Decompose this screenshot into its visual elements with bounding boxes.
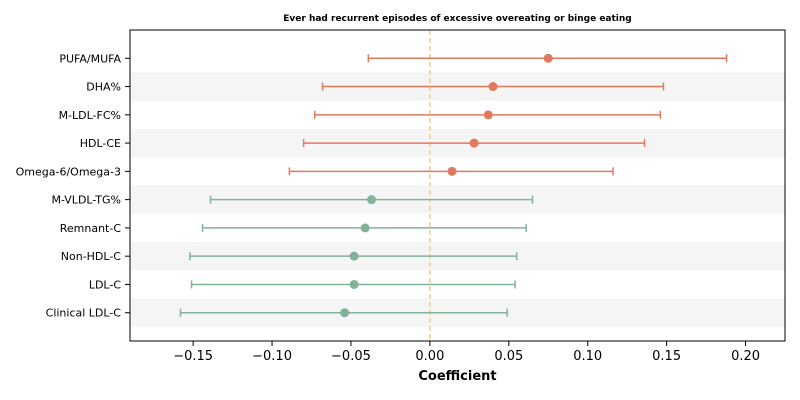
- point-estimate: [488, 82, 498, 92]
- category-label: M-VLDL-TG%: [51, 194, 121, 207]
- x-tick-label: −0.10: [252, 349, 292, 364]
- point-estimate: [360, 223, 370, 233]
- x-tick-label: 0.15: [652, 349, 681, 364]
- estimate-row: [201, 223, 527, 233]
- x-tick-label: 0.05: [494, 349, 523, 364]
- point-estimate: [349, 279, 359, 289]
- point-estimate: [543, 53, 553, 63]
- x-tick-label: 0.00: [415, 349, 444, 364]
- category-label: PUFA/MUFA: [59, 52, 121, 65]
- x-tick-label: −0.15: [173, 349, 213, 364]
- point-estimate: [366, 195, 376, 205]
- chart-title: Ever had recurrent episodes of excessive…: [283, 14, 631, 24]
- category-label: DHA%: [86, 81, 121, 94]
- point-estimate: [349, 251, 359, 261]
- estimate-row: [313, 110, 662, 120]
- category-label: Remnant-C: [60, 222, 122, 235]
- estimate-row: [321, 82, 665, 92]
- x-tick-label: 0.10: [573, 349, 602, 364]
- estimate-row: [367, 53, 728, 63]
- x-tick-label: −0.05: [331, 349, 371, 364]
- estimate-row: [302, 138, 646, 148]
- x-axis-label: Coefficient: [418, 369, 496, 384]
- estimate-row: [190, 279, 516, 289]
- category-label: Non-HDL-C: [61, 250, 122, 263]
- axes-frame: [129, 29, 786, 342]
- estimate-row: [189, 251, 518, 261]
- category-label: HDL-CE: [80, 137, 121, 150]
- category-label: LDL-C: [89, 278, 122, 291]
- point-estimate: [340, 308, 350, 318]
- category-label: M-LDL-FC%: [59, 109, 121, 122]
- x-tick-label: 0.20: [731, 349, 760, 364]
- estimate-row: [288, 166, 614, 176]
- category-label: Omega-6/Omega-3: [16, 165, 121, 178]
- point-estimate: [483, 110, 493, 120]
- category-label: Clinical LDL-C: [46, 307, 122, 320]
- estimate-row: [179, 308, 508, 318]
- point-estimate: [469, 138, 479, 148]
- estimate-row: [209, 195, 534, 205]
- point-estimate: [447, 166, 457, 176]
